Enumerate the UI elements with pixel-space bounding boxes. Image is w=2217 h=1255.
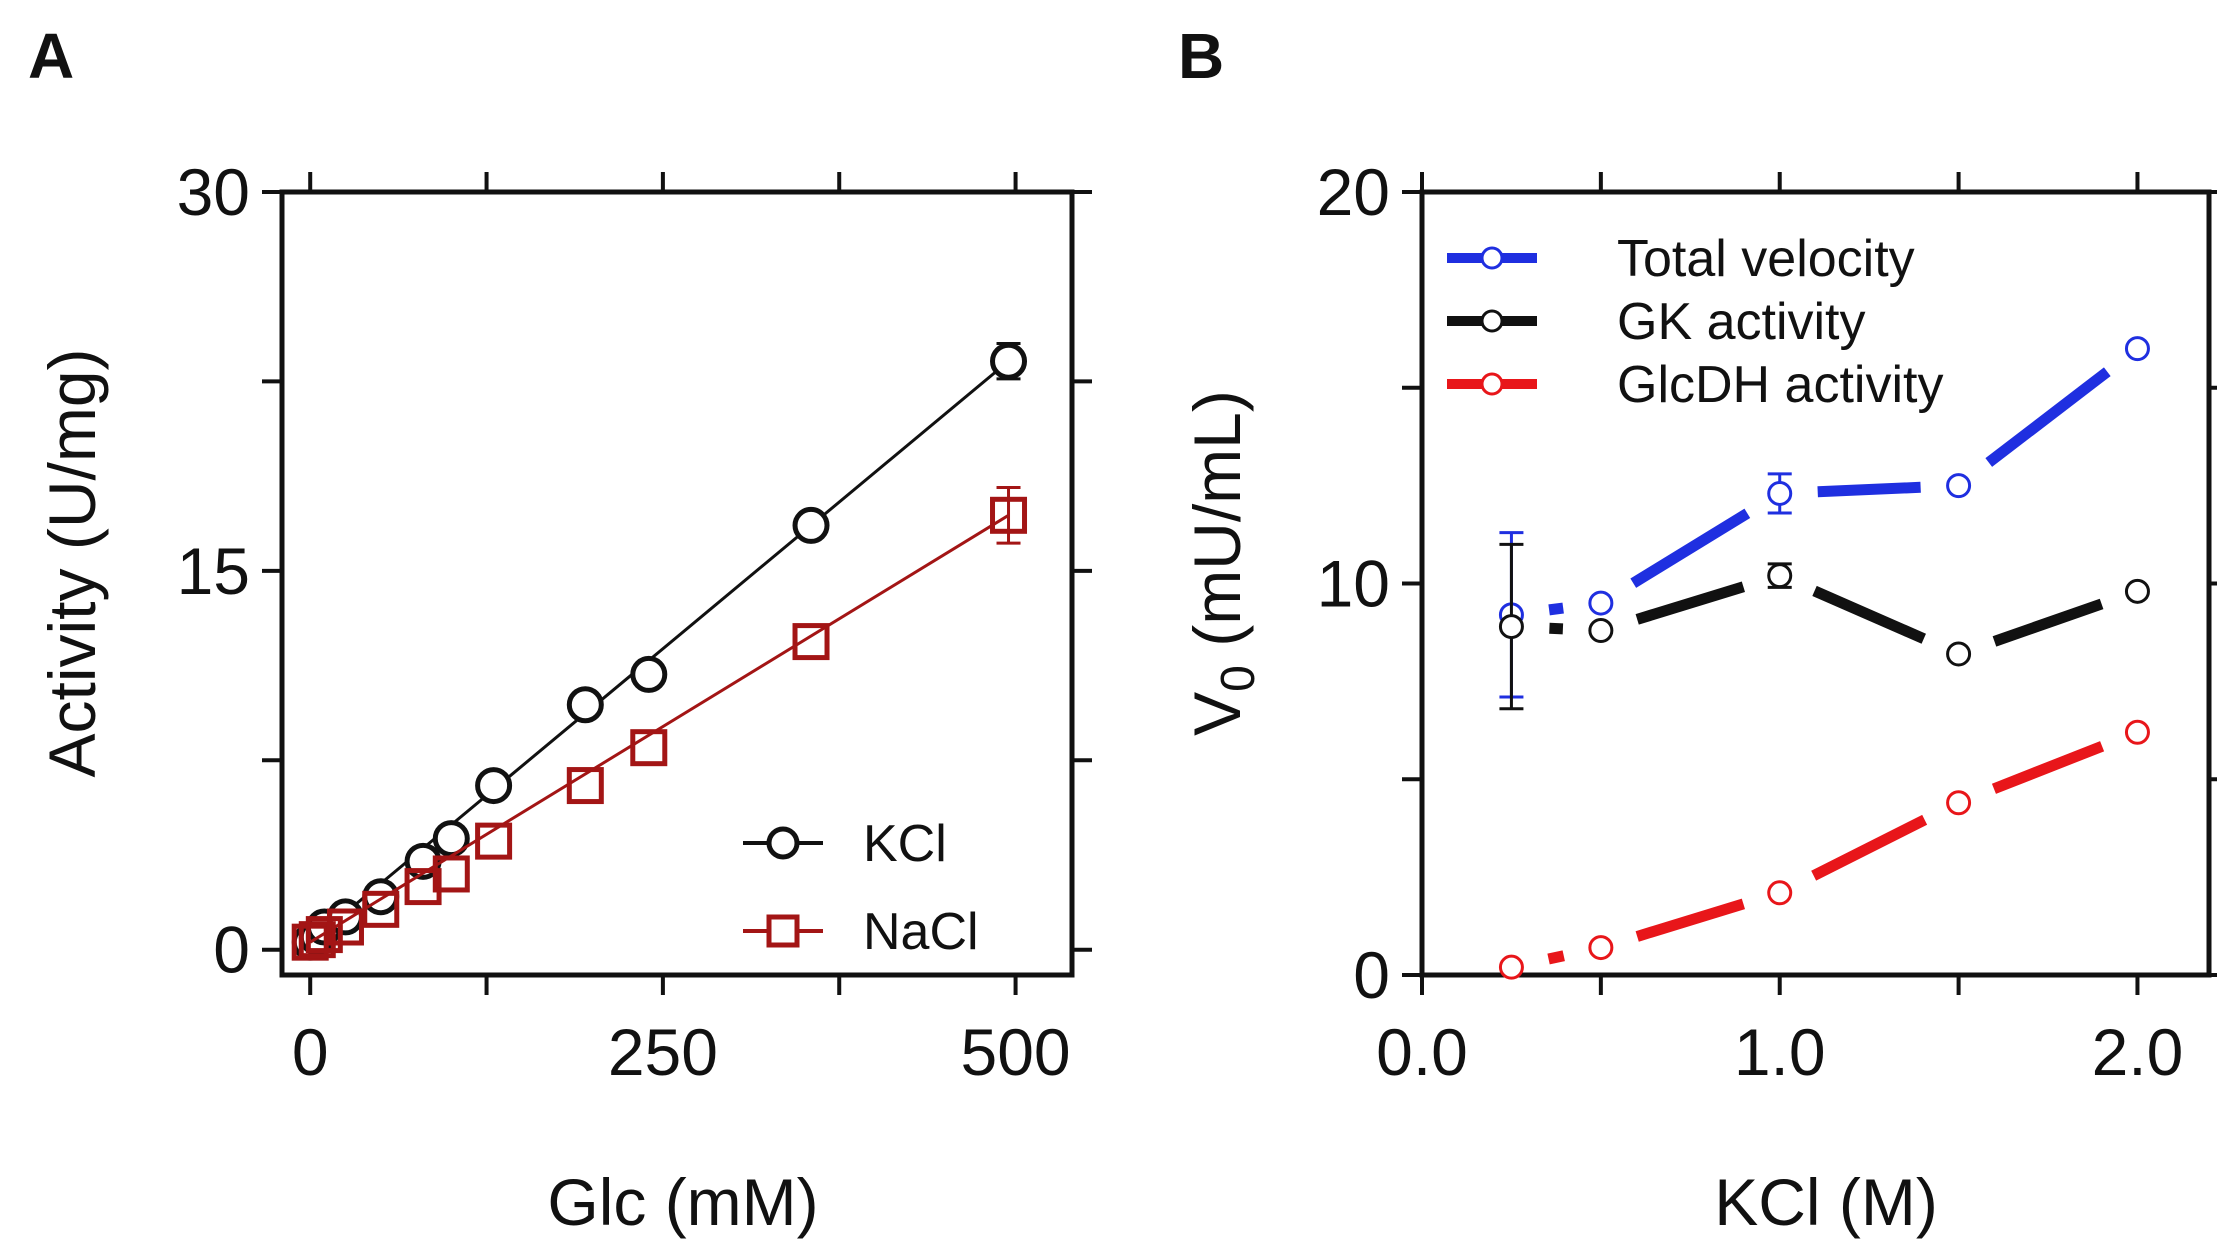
panel-a-x-tick-label: 250 (608, 1015, 718, 1089)
data-point-circle (1767, 563, 1793, 589)
panel-a-y-tick-label: 15 (177, 534, 250, 608)
panel-a-plot-area: 0 15 30 0 250 500 KCl NaCl (177, 155, 1092, 1089)
panel-b-legend-item: GK activity (1447, 293, 1866, 351)
panel-a-x-axis-title: Glc (mM) (547, 1165, 818, 1239)
panel-b-legend-item: Total velocity (1447, 230, 1915, 288)
series-segment (1635, 898, 1746, 942)
data-point-circle (792, 506, 830, 544)
data-point-circle (1946, 473, 1972, 499)
panel-a-frame (279, 189, 1075, 978)
panel-a-y-tick-label: 30 (177, 155, 250, 229)
legend-label: NaCl (863, 903, 979, 961)
panel-b-label: B (1178, 20, 1224, 92)
panel-a-legend-item: KCl (743, 815, 947, 873)
legend-marker (766, 826, 800, 860)
series-segment (1985, 367, 2111, 467)
data-point-square (362, 890, 400, 928)
panel-b-y-tick-label: 20 (1317, 155, 1390, 229)
data-point-square (305, 916, 343, 954)
data-point-circle (2124, 336, 2150, 362)
panel-b-series-gk-activity (1498, 542, 2150, 711)
legend-label: GlcDH activity (1617, 356, 1943, 414)
data-point-square (326, 908, 364, 946)
data-point-square (566, 767, 604, 805)
data-point-square (475, 822, 513, 860)
panel-a-x-tick-label: 0 (292, 1015, 329, 1089)
series-line (309, 514, 1010, 944)
legend-marker (1480, 372, 1504, 396)
panel-a-legend-item: NaCl (743, 903, 979, 961)
series-segment (1811, 814, 1928, 881)
panel-b-y-axis-title: V0 (mU/mL) (1180, 390, 1265, 736)
legend-marker (1480, 309, 1504, 333)
legend-marker (766, 914, 800, 948)
panel-a-label: A (28, 20, 74, 92)
panel-b-legend-item: GlcDH activity (1447, 356, 1943, 414)
series-segment (1635, 581, 1746, 625)
data-point-circle (1498, 954, 1524, 980)
panel-b-y-axis-title-main: V (1180, 692, 1254, 736)
series-segment (1630, 508, 1751, 588)
data-point-circle (566, 686, 604, 724)
panel-b-x-tick-label: 0.0 (1376, 1015, 1468, 1089)
panel-b-y-axis-title-sub: 0 (1212, 665, 1265, 692)
series-segment (1991, 741, 2105, 794)
data-point-circle (362, 878, 400, 916)
panel-b-series-glcdh-activity (1498, 719, 2150, 980)
panel-b-x-tick-label: 2.0 (2092, 1015, 2184, 1089)
series-segment (1992, 598, 2104, 647)
data-point-circle (1946, 790, 1972, 816)
data-point-circle (1588, 617, 1614, 643)
data-point-square (792, 623, 830, 661)
data-point-circle (1588, 935, 1614, 961)
legend-label: Total velocity (1617, 230, 1915, 288)
series-segment (1812, 585, 1926, 644)
data-point-square (990, 496, 1028, 534)
panel-b-y-tick-label: 0 (1353, 938, 1390, 1012)
panel-a: A Activity (U/mg) Glc (mM) 0 15 30 0 250 500 K… (28, 20, 1092, 1239)
data-point-circle (1588, 590, 1614, 616)
data-point-circle (2124, 578, 2150, 604)
legend-label: GK activity (1617, 293, 1866, 351)
data-point-square (404, 868, 442, 906)
panel-b-x-tick-label: 1.0 (1734, 1015, 1826, 1089)
panel-a-y-axis-title: Activity (U/mg) (35, 349, 109, 778)
data-point-square (432, 855, 470, 893)
panel-a-y-tick-label: 0 (213, 913, 250, 987)
panel-b-y-tick-label: 10 (1317, 547, 1390, 621)
panel-a-x-tick-label: 500 (961, 1015, 1071, 1089)
legend-label: KCl (863, 815, 947, 873)
legend-marker (1480, 246, 1504, 270)
data-point-circle (475, 767, 513, 805)
data-point-circle (2124, 719, 2150, 745)
data-point-circle (990, 342, 1028, 380)
series-segment (1548, 602, 1564, 616)
data-point-circle (1946, 641, 1972, 667)
series-segment (1547, 950, 1565, 965)
data-point-circle (1767, 880, 1793, 906)
series-segment (1549, 622, 1564, 635)
data-point-circle (1498, 614, 1524, 640)
data-point-circle (1767, 480, 1793, 506)
panel-b-y-axis-title-rest: (mU/mL) (1180, 390, 1254, 665)
data-point-circle (630, 655, 668, 693)
panel-a-series-nacl (291, 486, 1028, 961)
data-point-square (630, 729, 668, 767)
panel-b-x-axis-title: KCl (M) (1714, 1165, 1938, 1239)
series-segment (1817, 481, 1921, 498)
data-point-square (298, 921, 336, 959)
